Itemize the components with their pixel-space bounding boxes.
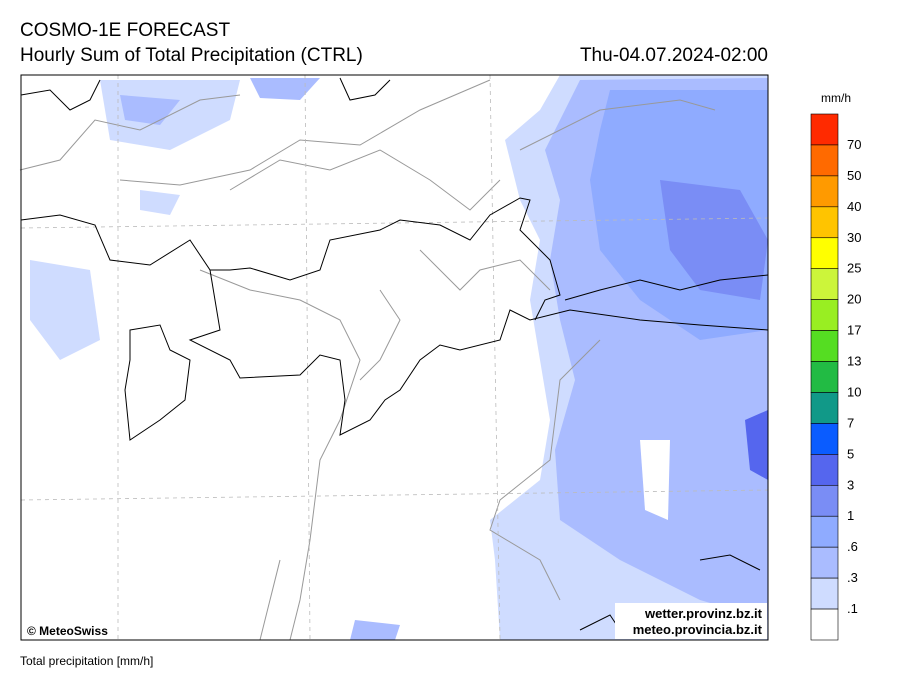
legend-swatch — [810, 175, 839, 208]
link: meteo.provincia.bz.it — [633, 622, 763, 637]
title: COSMO-1E FORECAST — [20, 20, 230, 41]
legend-swatch — [810, 392, 839, 424]
links-box — [615, 603, 767, 639]
map: © MeteoSwiss wetter.provinz.bz.it meteo.… — [19, 74, 769, 641]
subtitle: Hourly Sum of Total Precipitation (CTRL) — [20, 45, 363, 66]
legend-label: 7 — [847, 415, 854, 430]
legend-swatch — [810, 515, 839, 548]
legend-swatch — [810, 237, 839, 270]
legend-unit: mm/h — [821, 91, 851, 105]
legend-swatch — [810, 144, 839, 177]
link: wetter.provinz.bz.it — [644, 606, 763, 621]
legend-swatch — [810, 330, 839, 362]
legend-swatch — [810, 299, 839, 331]
legend-label: .1 — [847, 601, 858, 616]
legend-swatch — [810, 608, 839, 641]
legend-swatch — [810, 454, 839, 486]
legend-label: .6 — [847, 539, 858, 554]
legend-label: 13 — [847, 354, 861, 369]
footer-note: Total precipitation [mm/h] — [20, 654, 153, 668]
precip-field — [30, 75, 768, 640]
legend-label: 25 — [847, 261, 861, 276]
rivers-borders — [19, 79, 716, 641]
valid-time: Thu-04.07.2024-02:00 — [580, 45, 768, 66]
legend-label: .3 — [847, 570, 858, 585]
legend-swatch — [810, 268, 839, 300]
legend-swatch — [810, 113, 839, 146]
legend-swatch — [810, 361, 839, 393]
legend-swatch — [810, 206, 839, 239]
legend-label: 17 — [847, 323, 861, 338]
legend-label: 3 — [847, 477, 854, 492]
legend-swatch — [810, 577, 839, 610]
legend-label: 20 — [847, 292, 861, 307]
legend-swatch — [810, 484, 839, 517]
legend: mm/h 70 50 40 30 25 20 17 13 10 7 5 3 1 .6 .3 .1 — [810, 91, 861, 641]
legend-label: 1 — [847, 508, 854, 523]
legend-label: 10 — [847, 384, 861, 399]
map-frame — [20, 74, 769, 641]
credit: © MeteoSwiss — [27, 624, 108, 638]
legend-label: 40 — [847, 199, 861, 214]
legend-label: 5 — [847, 446, 854, 461]
graticule — [20, 74, 769, 641]
legend-label: 30 — [847, 230, 861, 245]
legend-swatch — [810, 546, 839, 579]
legend-swatch — [810, 423, 839, 455]
legend-label: 50 — [847, 168, 861, 183]
legend-label: 70 — [847, 137, 861, 152]
